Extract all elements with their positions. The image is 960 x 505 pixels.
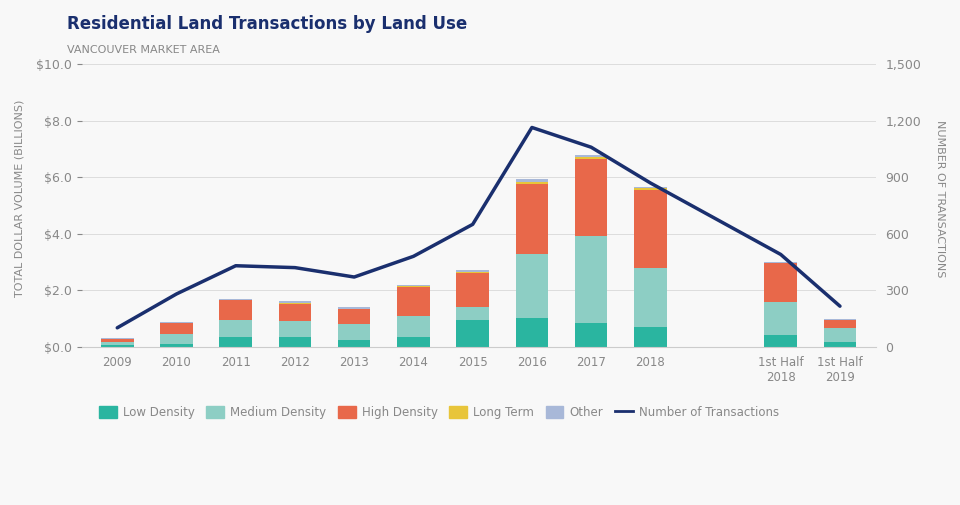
Bar: [397, 337, 430, 346]
Text: Residential Land Transactions by Land Use: Residential Land Transactions by Land Us…: [67, 15, 468, 33]
Bar: [338, 339, 371, 346]
Y-axis label: TOTAL DOLLAR VOLUME (BILLIONS): TOTAL DOLLAR VOLUME (BILLIONS): [15, 100, 25, 297]
Bar: [456, 307, 489, 320]
Bar: [516, 179, 548, 182]
Bar: [575, 155, 608, 157]
Y-axis label: NUMBER OF TRANSACTIONS: NUMBER OF TRANSACTIONS: [935, 120, 945, 277]
Bar: [101, 342, 133, 344]
Bar: [338, 324, 371, 339]
Bar: [516, 319, 548, 346]
Bar: [635, 327, 666, 346]
Bar: [338, 309, 371, 324]
Bar: [575, 157, 608, 159]
Bar: [220, 298, 252, 300]
Bar: [278, 321, 311, 337]
Bar: [764, 262, 797, 263]
Bar: [764, 335, 797, 346]
Bar: [824, 319, 856, 320]
Bar: [456, 271, 489, 272]
Bar: [516, 254, 548, 319]
Bar: [635, 187, 666, 188]
Bar: [824, 320, 856, 328]
Bar: [397, 287, 430, 316]
Bar: [160, 322, 193, 323]
Bar: [824, 328, 856, 341]
Bar: [278, 305, 311, 321]
Bar: [575, 159, 608, 236]
Bar: [101, 338, 133, 339]
Bar: [764, 263, 797, 264]
Bar: [764, 264, 797, 302]
Text: VANCOUVER MARKET AREA: VANCOUVER MARKET AREA: [67, 45, 220, 56]
Bar: [456, 273, 489, 307]
Bar: [635, 188, 666, 190]
Bar: [101, 339, 133, 342]
Bar: [220, 337, 252, 346]
Bar: [575, 236, 608, 324]
Bar: [160, 323, 193, 334]
Bar: [278, 337, 311, 346]
Legend: Low Density, Medium Density, High Density, Long Term, Other, Number of Transacti: Low Density, Medium Density, High Densit…: [94, 401, 783, 424]
Bar: [456, 320, 489, 346]
Bar: [101, 344, 133, 346]
Bar: [220, 320, 252, 337]
Bar: [516, 184, 548, 254]
Bar: [635, 190, 666, 268]
Bar: [575, 324, 608, 346]
Bar: [220, 300, 252, 320]
Bar: [764, 302, 797, 335]
Bar: [160, 334, 193, 344]
Bar: [397, 316, 430, 337]
Bar: [278, 301, 311, 303]
Bar: [278, 303, 311, 305]
Bar: [338, 307, 371, 309]
Bar: [456, 272, 489, 273]
Bar: [516, 182, 548, 184]
Bar: [824, 341, 856, 346]
Bar: [160, 344, 193, 346]
Bar: [635, 268, 666, 327]
Bar: [397, 286, 430, 287]
Bar: [397, 284, 430, 286]
